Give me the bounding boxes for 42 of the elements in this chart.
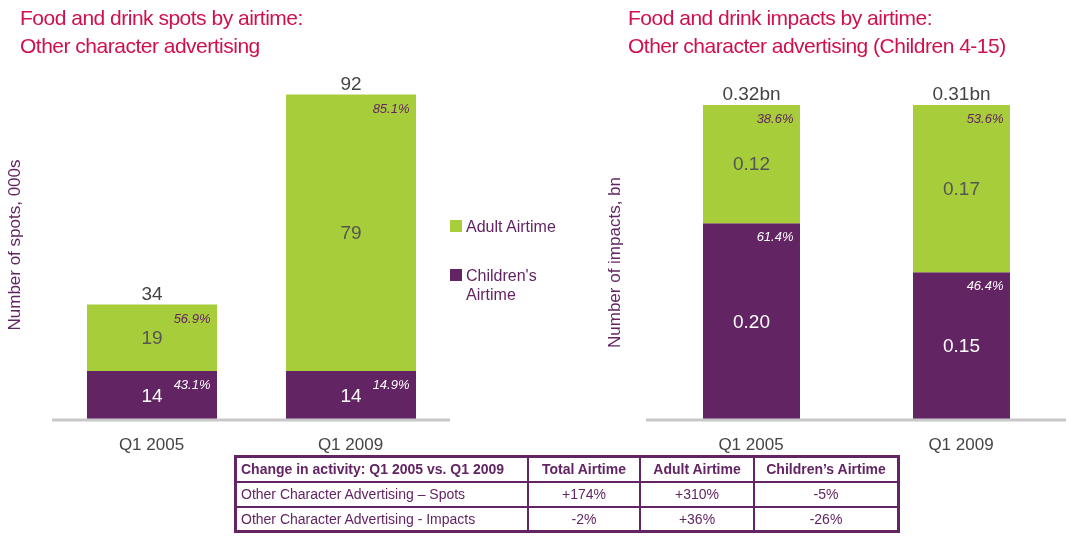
legend-label: Children's Airtime bbox=[466, 265, 538, 304]
text: -2% bbox=[528, 506, 640, 532]
data-label: 0.20 bbox=[733, 310, 770, 332]
text: +310% bbox=[640, 481, 754, 507]
text: Adult Airtime bbox=[640, 456, 754, 482]
text: Other Character Advertising - Impacts bbox=[235, 506, 528, 532]
data-label: 19 bbox=[141, 326, 163, 348]
text: -5% bbox=[754, 481, 899, 507]
text: Change in activity: Q1 2005 vs. Q1 2009 bbox=[235, 456, 528, 482]
data-label: 0.15 bbox=[943, 335, 980, 357]
annotation: 56.9% bbox=[173, 310, 211, 326]
text: Other Character Advertising – Spots bbox=[235, 481, 528, 507]
legend-label: Adult Airtime bbox=[466, 216, 557, 236]
annotation: 85.1% bbox=[372, 100, 410, 116]
y-axis-title: Number of spots, 000s bbox=[5, 159, 25, 331]
y-axis-title: Number of impacts, bn bbox=[605, 176, 625, 349]
text: -26% bbox=[754, 506, 899, 532]
total-label: 0.32bn bbox=[722, 83, 781, 104]
total-label: 34 bbox=[141, 282, 163, 304]
text: Total Airtime bbox=[528, 456, 640, 482]
annotation: 38.6% bbox=[756, 111, 794, 126]
annotation: 61.4% bbox=[756, 229, 794, 245]
text: +36% bbox=[640, 506, 754, 532]
chart-title: Food and drink spots by airtime: Other character advertising bbox=[20, 5, 303, 59]
data-label: 14 bbox=[141, 384, 163, 406]
total-label: 0.31bn bbox=[932, 83, 991, 104]
chart-title: Food and drink impacts by airtime: Other character advertising (Children 4-15) bbox=[628, 5, 1006, 59]
text: Children’s Airtime bbox=[754, 456, 899, 482]
annotation: 53.6% bbox=[966, 111, 1004, 126]
data-label: 79 bbox=[340, 221, 362, 243]
x-tick-label: Q1 2005 bbox=[718, 435, 784, 455]
data-label: 0.17 bbox=[943, 177, 980, 199]
annotation: 14.9% bbox=[372, 377, 410, 392]
annotation: 43.1% bbox=[173, 377, 211, 392]
x-tick-label: Q1 2009 bbox=[928, 435, 994, 455]
text: +174% bbox=[528, 481, 640, 507]
data-label: 0.12 bbox=[733, 153, 770, 175]
annotation: 46.4% bbox=[966, 278, 1004, 294]
data-label: 14 bbox=[340, 384, 362, 406]
x-tick-label: Q1 2009 bbox=[317, 435, 384, 455]
total-label: 92 bbox=[340, 72, 362, 94]
x-tick-label: Q1 2005 bbox=[118, 435, 185, 455]
